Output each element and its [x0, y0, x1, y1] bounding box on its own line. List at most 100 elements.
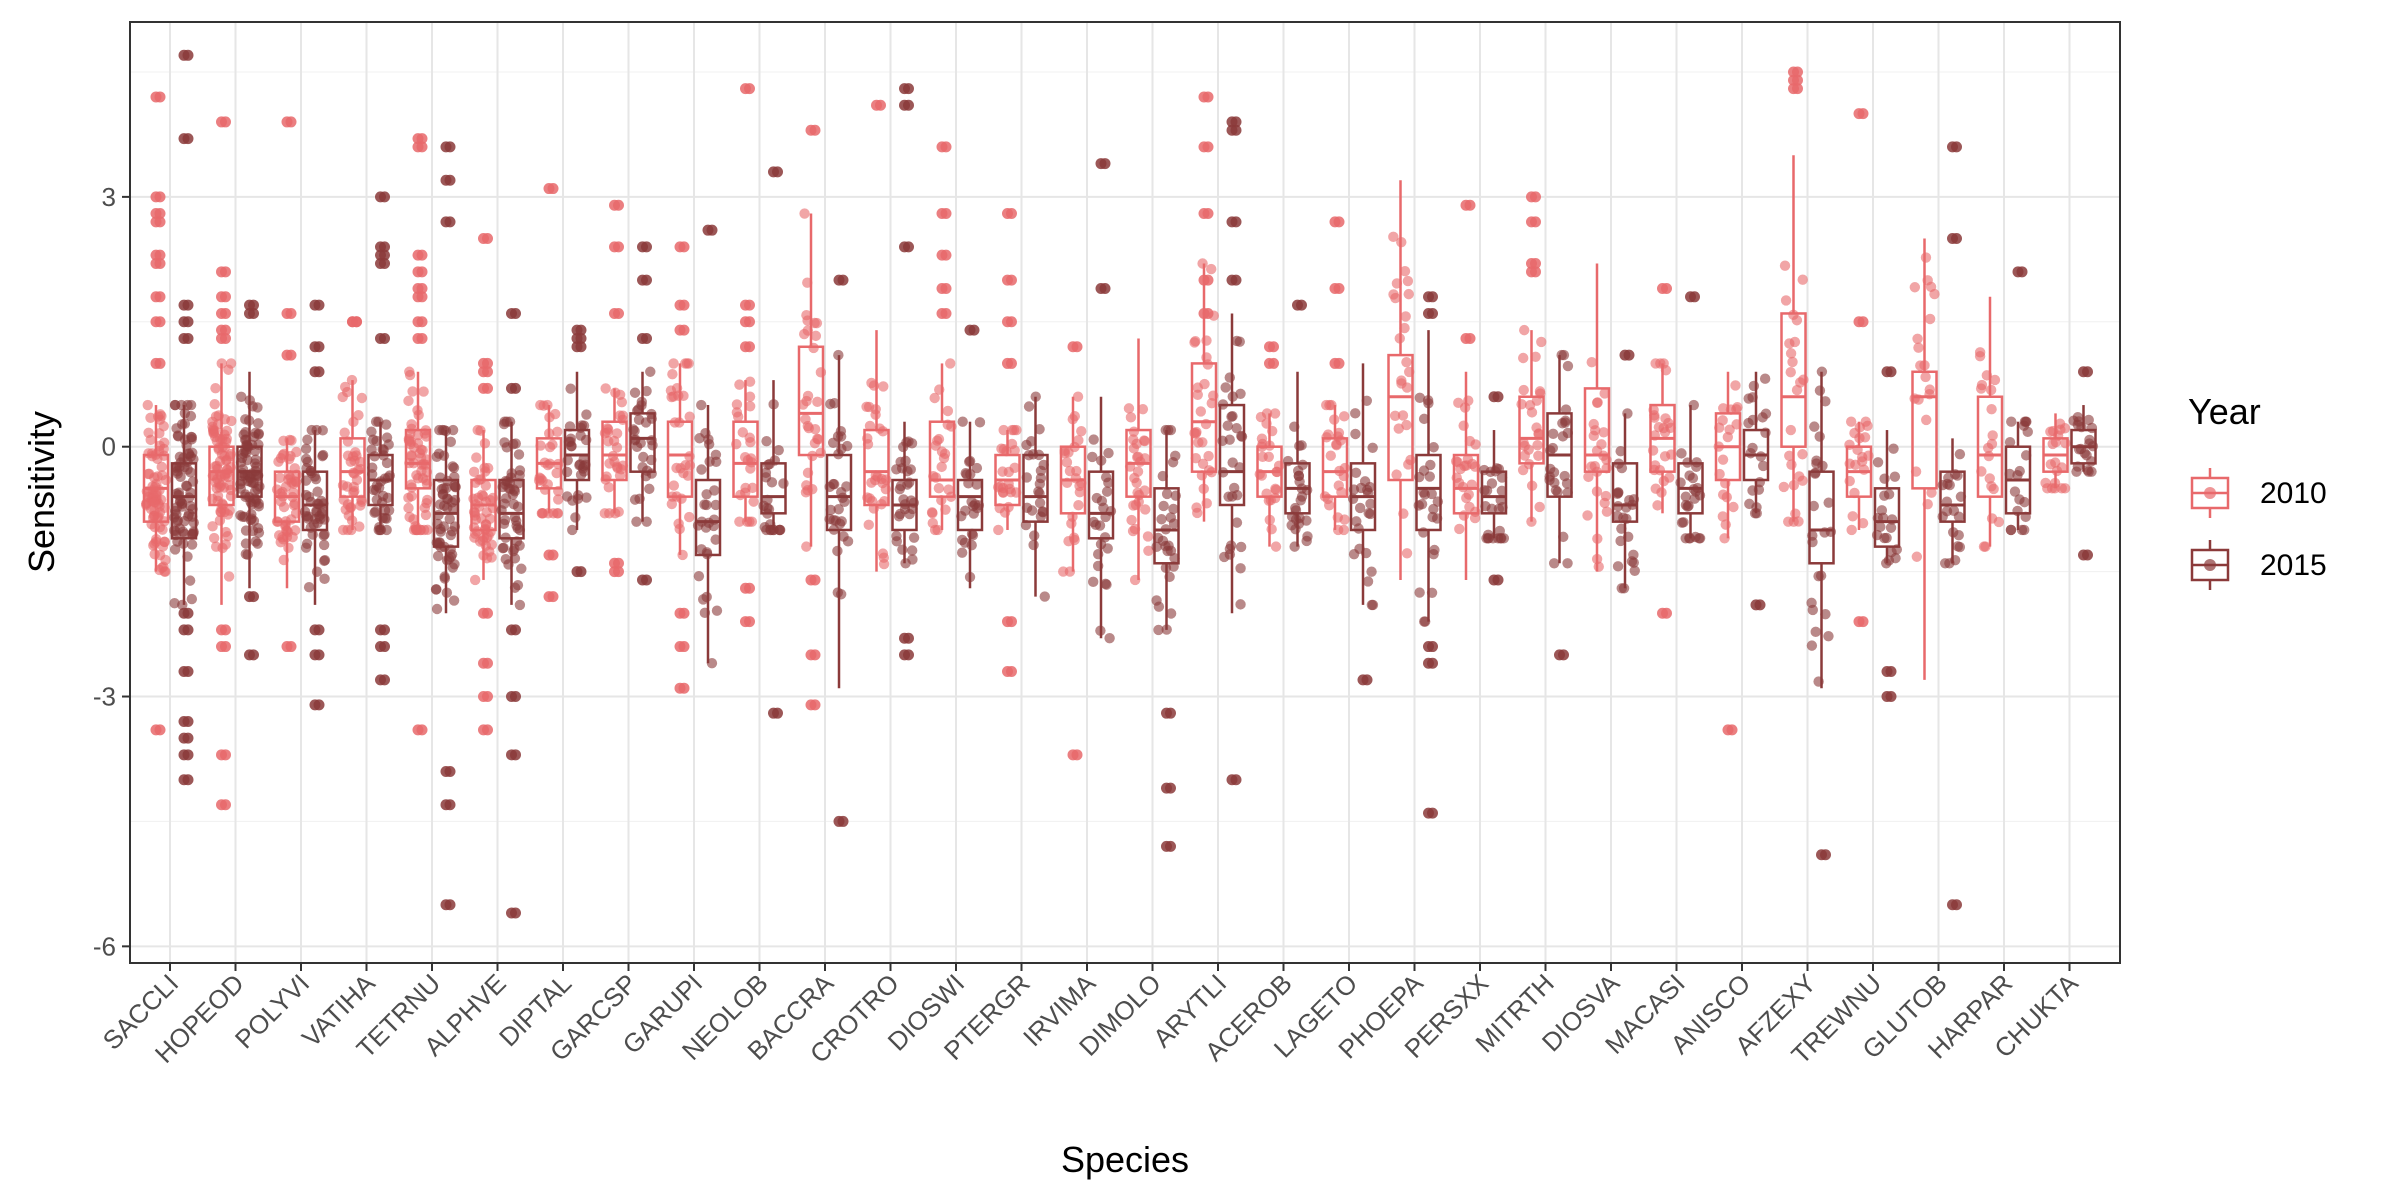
x-axis-title: Species — [1061, 1139, 1189, 1180]
point — [878, 558, 890, 570]
point — [676, 493, 687, 504]
outlier-jitter-point — [1333, 216, 1345, 228]
point — [1073, 499, 1084, 511]
outlier-jitter-point — [154, 257, 166, 269]
point — [435, 523, 446, 535]
point — [1534, 501, 1545, 513]
point — [252, 402, 263, 413]
outlier-jitter-point — [1792, 66, 1803, 78]
box-diosva-2015 — [1611, 349, 1640, 594]
iqr-box — [1387, 353, 1414, 482]
outlier-jitter-point — [182, 133, 194, 145]
point — [1845, 416, 1857, 427]
point — [242, 454, 253, 466]
point — [2005, 524, 2017, 536]
point — [1006, 424, 1018, 436]
point — [160, 554, 171, 566]
point — [514, 465, 526, 476]
point — [1458, 510, 1470, 521]
point — [1403, 459, 1414, 470]
point — [693, 570, 705, 582]
outlier-jitter-point — [744, 616, 755, 628]
point — [288, 499, 300, 511]
point — [220, 539, 231, 550]
point — [1560, 417, 1571, 428]
box-polyvi-2015 — [299, 299, 331, 711]
point — [253, 527, 265, 538]
point — [223, 571, 235, 582]
outlier-jitter-point — [510, 382, 521, 394]
outlier-jitter-point — [837, 274, 849, 286]
point — [1257, 451, 1268, 462]
point — [356, 392, 368, 404]
point — [1548, 467, 1560, 478]
point — [1730, 380, 1741, 391]
point — [1519, 450, 1530, 461]
point — [1076, 425, 1087, 437]
point — [339, 427, 350, 438]
point — [1552, 486, 1563, 498]
point — [1797, 449, 1808, 460]
point — [760, 472, 772, 483]
outlier-jitter-point — [379, 191, 390, 203]
outlier-jitter-point — [416, 282, 428, 294]
outlier-jitter-point — [678, 682, 690, 694]
point — [815, 367, 827, 378]
point — [499, 416, 510, 427]
point — [172, 516, 183, 527]
outlier-jitter-point — [1492, 574, 1504, 586]
point — [406, 419, 417, 430]
point — [799, 328, 810, 340]
outlier-jitter-point — [678, 241, 690, 253]
iqr-box — [404, 428, 432, 490]
point — [403, 502, 414, 514]
point — [1591, 397, 1603, 408]
point — [801, 395, 812, 407]
point — [380, 419, 392, 430]
outlier-jitter-point — [940, 307, 952, 319]
point — [1362, 576, 1374, 587]
iqr-box — [1190, 362, 1218, 473]
point — [1367, 442, 1378, 453]
point — [1269, 492, 1281, 504]
point — [710, 456, 722, 467]
point — [778, 478, 789, 489]
outlier-jitter-point — [154, 208, 166, 220]
point — [706, 658, 718, 669]
point — [1035, 465, 1047, 476]
point — [337, 391, 348, 403]
outlier-jitter-point — [220, 799, 231, 811]
point — [960, 468, 971, 479]
point — [156, 461, 167, 473]
iqr-box — [797, 345, 825, 457]
box-diosva-2010 — [1582, 263, 1613, 572]
point — [800, 414, 811, 425]
point — [578, 420, 590, 431]
outlier-jitter-point — [416, 133, 428, 145]
point — [644, 483, 655, 495]
point — [2083, 466, 2094, 477]
box-baccra-2015 — [824, 274, 854, 827]
point — [945, 358, 956, 369]
box-acerob-2015 — [1282, 299, 1313, 552]
point — [536, 508, 548, 519]
point — [1975, 383, 1987, 394]
point — [1650, 483, 1661, 494]
outlier-jitter-point — [154, 216, 166, 228]
point — [759, 521, 771, 533]
outlier-jitter-point — [1165, 782, 1176, 794]
point — [355, 500, 366, 511]
outlier-jitter-point — [1165, 707, 1176, 719]
outlier-jitter-point — [1820, 849, 1831, 861]
point — [1424, 471, 1435, 482]
point — [740, 482, 751, 494]
point — [1132, 487, 1143, 498]
point — [1872, 457, 1884, 468]
point — [1717, 511, 1729, 522]
point — [1454, 523, 1465, 535]
point — [438, 450, 450, 461]
box-glutob-2010 — [1909, 238, 1940, 680]
point — [468, 466, 480, 478]
point — [422, 494, 433, 506]
